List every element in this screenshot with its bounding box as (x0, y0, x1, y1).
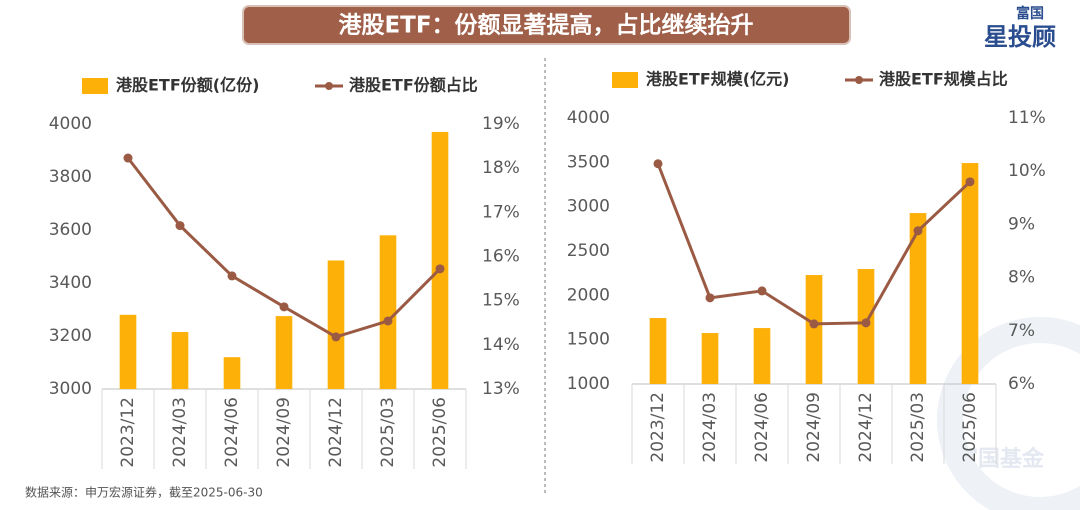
y2-tick-label: 7% (1008, 321, 1035, 341)
y-tick-label: 3500 (567, 152, 610, 172)
y2-tick-label: 9% (1008, 214, 1035, 234)
bar (909, 213, 927, 384)
legend-swatch (612, 72, 638, 88)
line-marker (653, 159, 663, 169)
bar (701, 333, 719, 384)
bar (805, 275, 823, 384)
y-tick-label: 3000 (567, 197, 610, 217)
logo-top: 富国 (1016, 5, 1044, 22)
x-tick-label: 2025/03 (908, 392, 928, 463)
line-marker (965, 177, 975, 187)
bar (961, 163, 979, 384)
y2-tick-label: 16% (482, 247, 520, 267)
legend-label: 港股ETF规模(亿元) (646, 70, 789, 89)
y2-tick-label: 10% (1008, 161, 1046, 181)
line-marker (913, 226, 923, 236)
bar (327, 260, 345, 389)
line-marker (279, 302, 289, 312)
legend-label: 港股ETF份额占比 (349, 76, 478, 95)
x-tick-label: 2025/03 (378, 397, 398, 468)
x-tick-label: 2025/06 (430, 397, 450, 468)
x-tick-label: 2024/12 (856, 392, 876, 463)
y-tick-label: 3400 (49, 273, 92, 293)
legend-label: 港股ETF份额(亿份) (116, 76, 259, 95)
y-tick-label: 4000 (49, 114, 92, 134)
legend-marker (325, 82, 333, 90)
legend-marker (855, 76, 863, 84)
x-tick-label: 2024/06 (752, 392, 772, 463)
bar (753, 328, 771, 384)
x-tick-label: 2024/12 (326, 397, 346, 468)
y-tick-label: 2500 (567, 241, 610, 261)
line-marker (123, 153, 133, 163)
source: 数据来源：申万宏源证券，截至2025-06-30 (25, 485, 263, 500)
line-marker (175, 221, 185, 231)
x-tick-label: 2023/12 (118, 397, 138, 468)
legend-swatch (82, 78, 108, 94)
line-marker (331, 332, 341, 342)
y-tick-label: 3000 (49, 379, 92, 399)
y-tick-label: 1000 (567, 374, 610, 394)
bar (223, 357, 241, 389)
line-marker (227, 271, 237, 281)
title-banner (242, 5, 851, 45)
y2-tick-label: 8% (1008, 268, 1035, 288)
x-tick-label: 2024/03 (700, 392, 720, 463)
y2-tick-label: 17% (482, 202, 520, 222)
bar (649, 318, 667, 384)
x-tick-label: 2023/12 (648, 392, 668, 463)
line-marker (705, 293, 715, 303)
bar (119, 314, 137, 389)
line-marker (757, 286, 767, 296)
y2-tick-label: 15% (482, 291, 520, 311)
line-marker (861, 318, 871, 328)
y2-tick-label: 13% (482, 379, 520, 399)
bar (379, 235, 397, 389)
y2-tick-label: 6% (1008, 374, 1035, 394)
x-tick-label: 2024/03 (170, 397, 190, 468)
y-tick-label: 1500 (567, 330, 610, 350)
y-tick-label: 3600 (49, 220, 92, 240)
bar (431, 131, 449, 389)
y2-tick-label: 19% (482, 114, 520, 134)
line-marker (809, 319, 819, 329)
legend-label: 港股ETF规模占比 (879, 70, 1008, 89)
logo-main: 星投顾 (984, 23, 1056, 51)
y-tick-label: 4000 (567, 108, 610, 128)
x-tick-label: 2024/09 (804, 392, 824, 463)
y2-tick-label: 18% (482, 158, 520, 178)
bar (275, 316, 293, 389)
title: 港股ETF：份额显著提高，占比继续抬升 (338, 12, 753, 39)
y-tick-label: 3800 (49, 167, 92, 187)
y2-tick-label: 14% (482, 335, 520, 355)
line-marker (435, 264, 445, 274)
watermark-ring (937, 317, 1080, 510)
x-tick-label: 2025/06 (960, 392, 980, 463)
y2-tick-label: 11% (1008, 108, 1046, 128)
bar (171, 332, 189, 389)
y-tick-label: 3200 (49, 326, 92, 346)
line-marker (383, 316, 393, 326)
x-tick-label: 2024/09 (274, 397, 294, 468)
y-tick-label: 2000 (567, 285, 610, 305)
x-tick-label: 2024/06 (222, 397, 242, 468)
